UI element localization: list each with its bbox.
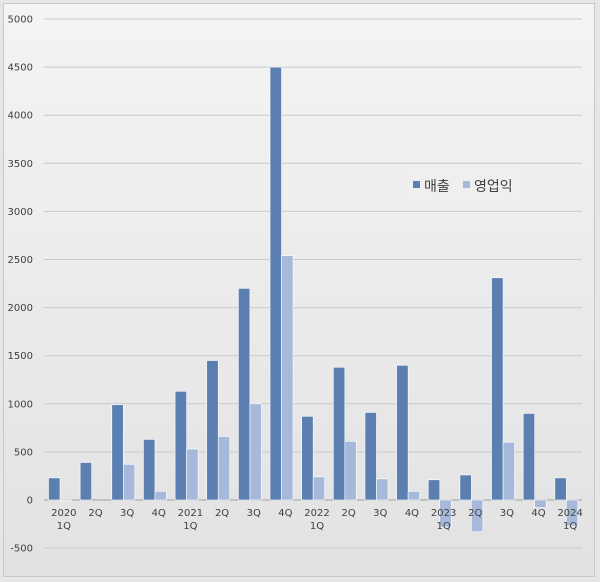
bar-operating-profit bbox=[217, 436, 231, 501]
bar-operating-profit bbox=[502, 441, 515, 501]
bar-sales bbox=[459, 474, 472, 501]
x-tick-label: 2Q bbox=[468, 508, 482, 519]
x-tick-label: 2Q bbox=[342, 508, 356, 519]
bar-operating-profit bbox=[566, 499, 579, 527]
y-axis-ticks: -500 0 500 1000 1500 2000 2500 3000 3500 4000 4500… bbox=[8, 15, 33, 555]
bar-sales bbox=[554, 477, 567, 501]
bar-sales bbox=[111, 404, 124, 501]
bar-sales bbox=[143, 439, 156, 501]
x-tick-label: 4Q bbox=[152, 508, 166, 519]
bar-operating-profit bbox=[439, 499, 452, 528]
legend-label-operating-profit: 영업익 bbox=[474, 179, 513, 195]
bar-operating-profit bbox=[344, 441, 357, 501]
x-tick-label: 1Q bbox=[436, 521, 450, 532]
x-axis-ticks: 2020 1Q 2Q 3Q 4Q 2021 1Q 2Q 3Q 4Q 2022 1Q 2Q 3Q 4Q 2023… bbox=[51, 508, 583, 532]
bar-operating-profit bbox=[186, 448, 199, 501]
bar-operating-profit bbox=[534, 499, 547, 508]
legend-label-sales: 매출 bbox=[424, 179, 450, 195]
bar-sales bbox=[333, 366, 346, 501]
x-tick-label: 2Q bbox=[88, 508, 102, 519]
bar-sales bbox=[174, 390, 187, 501]
bar-operating-profit bbox=[407, 491, 420, 501]
x-tick-label: 1Q bbox=[310, 521, 324, 532]
bar-sales bbox=[396, 365, 409, 501]
y-tick-label: 5000 bbox=[8, 15, 33, 26]
bar-sales bbox=[238, 288, 251, 501]
bar-sales bbox=[427, 479, 441, 501]
x-tick-label: 2Q bbox=[215, 508, 229, 519]
bar-operating-profit bbox=[122, 464, 136, 501]
y-tick-label: 4000 bbox=[8, 111, 33, 122]
x-tick-label: 3Q bbox=[500, 508, 514, 519]
x-tick-label: 3Q bbox=[247, 508, 261, 519]
y-tick-label: 4500 bbox=[8, 63, 33, 74]
bars bbox=[48, 66, 579, 533]
y-tick-label: 2500 bbox=[8, 255, 33, 266]
bar-operating-profit bbox=[249, 403, 262, 501]
x-tick-label: 3Q bbox=[373, 508, 387, 519]
bar-sales bbox=[522, 413, 536, 501]
x-tick-label: 4Q bbox=[531, 508, 545, 519]
bar-sales bbox=[79, 462, 92, 501]
bar-operating-profit bbox=[281, 255, 294, 501]
bar-sales bbox=[364, 412, 377, 501]
x-tick-label: 1Q bbox=[563, 521, 577, 532]
y-tick-label: 500 bbox=[14, 447, 33, 458]
bar-sales bbox=[269, 66, 282, 501]
x-tick-label: 2022 bbox=[304, 508, 329, 519]
x-tick-label: 2023 bbox=[431, 508, 456, 519]
bar-sales bbox=[491, 277, 504, 501]
bar-sales bbox=[48, 477, 61, 501]
legend-swatch-operating-profit bbox=[463, 181, 470, 188]
x-tick-label: 1Q bbox=[183, 521, 197, 532]
x-tick-label: 3Q bbox=[120, 508, 134, 519]
x-tick-label: 4Q bbox=[278, 508, 292, 519]
legend: 매출 영업익 bbox=[403, 168, 525, 206]
y-tick-label: 0 bbox=[27, 496, 33, 507]
y-tick-label: 3500 bbox=[8, 159, 33, 170]
legend-swatch-sales bbox=[413, 181, 420, 188]
y-tick-label: 2000 bbox=[8, 303, 33, 314]
x-tick-label: 2024 bbox=[557, 508, 582, 519]
y-tick-label: -500 bbox=[10, 544, 33, 555]
bar-operating-profit bbox=[59, 499, 72, 502]
bar-operating-profit bbox=[154, 491, 167, 501]
x-tick-label: 2020 bbox=[51, 508, 76, 519]
y-tick-label: 3000 bbox=[8, 207, 33, 218]
bar-operating-profit bbox=[312, 476, 325, 501]
x-tick-label: 2021 bbox=[178, 508, 203, 519]
bar-operating-profit bbox=[376, 478, 389, 501]
bar-sales bbox=[301, 416, 314, 501]
y-tick-label: 1500 bbox=[8, 351, 33, 362]
bar-sales bbox=[206, 360, 219, 501]
x-tick-label: 4Q bbox=[405, 508, 419, 519]
y-tick-label: 1000 bbox=[8, 399, 33, 410]
x-tick-label: 1Q bbox=[57, 521, 71, 532]
bar-operating-profit bbox=[471, 499, 484, 533]
